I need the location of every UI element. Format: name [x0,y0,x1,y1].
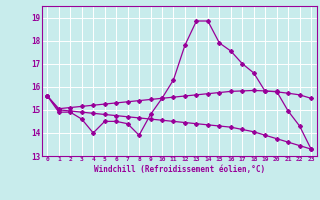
X-axis label: Windchill (Refroidissement éolien,°C): Windchill (Refroidissement éolien,°C) [94,165,265,174]
